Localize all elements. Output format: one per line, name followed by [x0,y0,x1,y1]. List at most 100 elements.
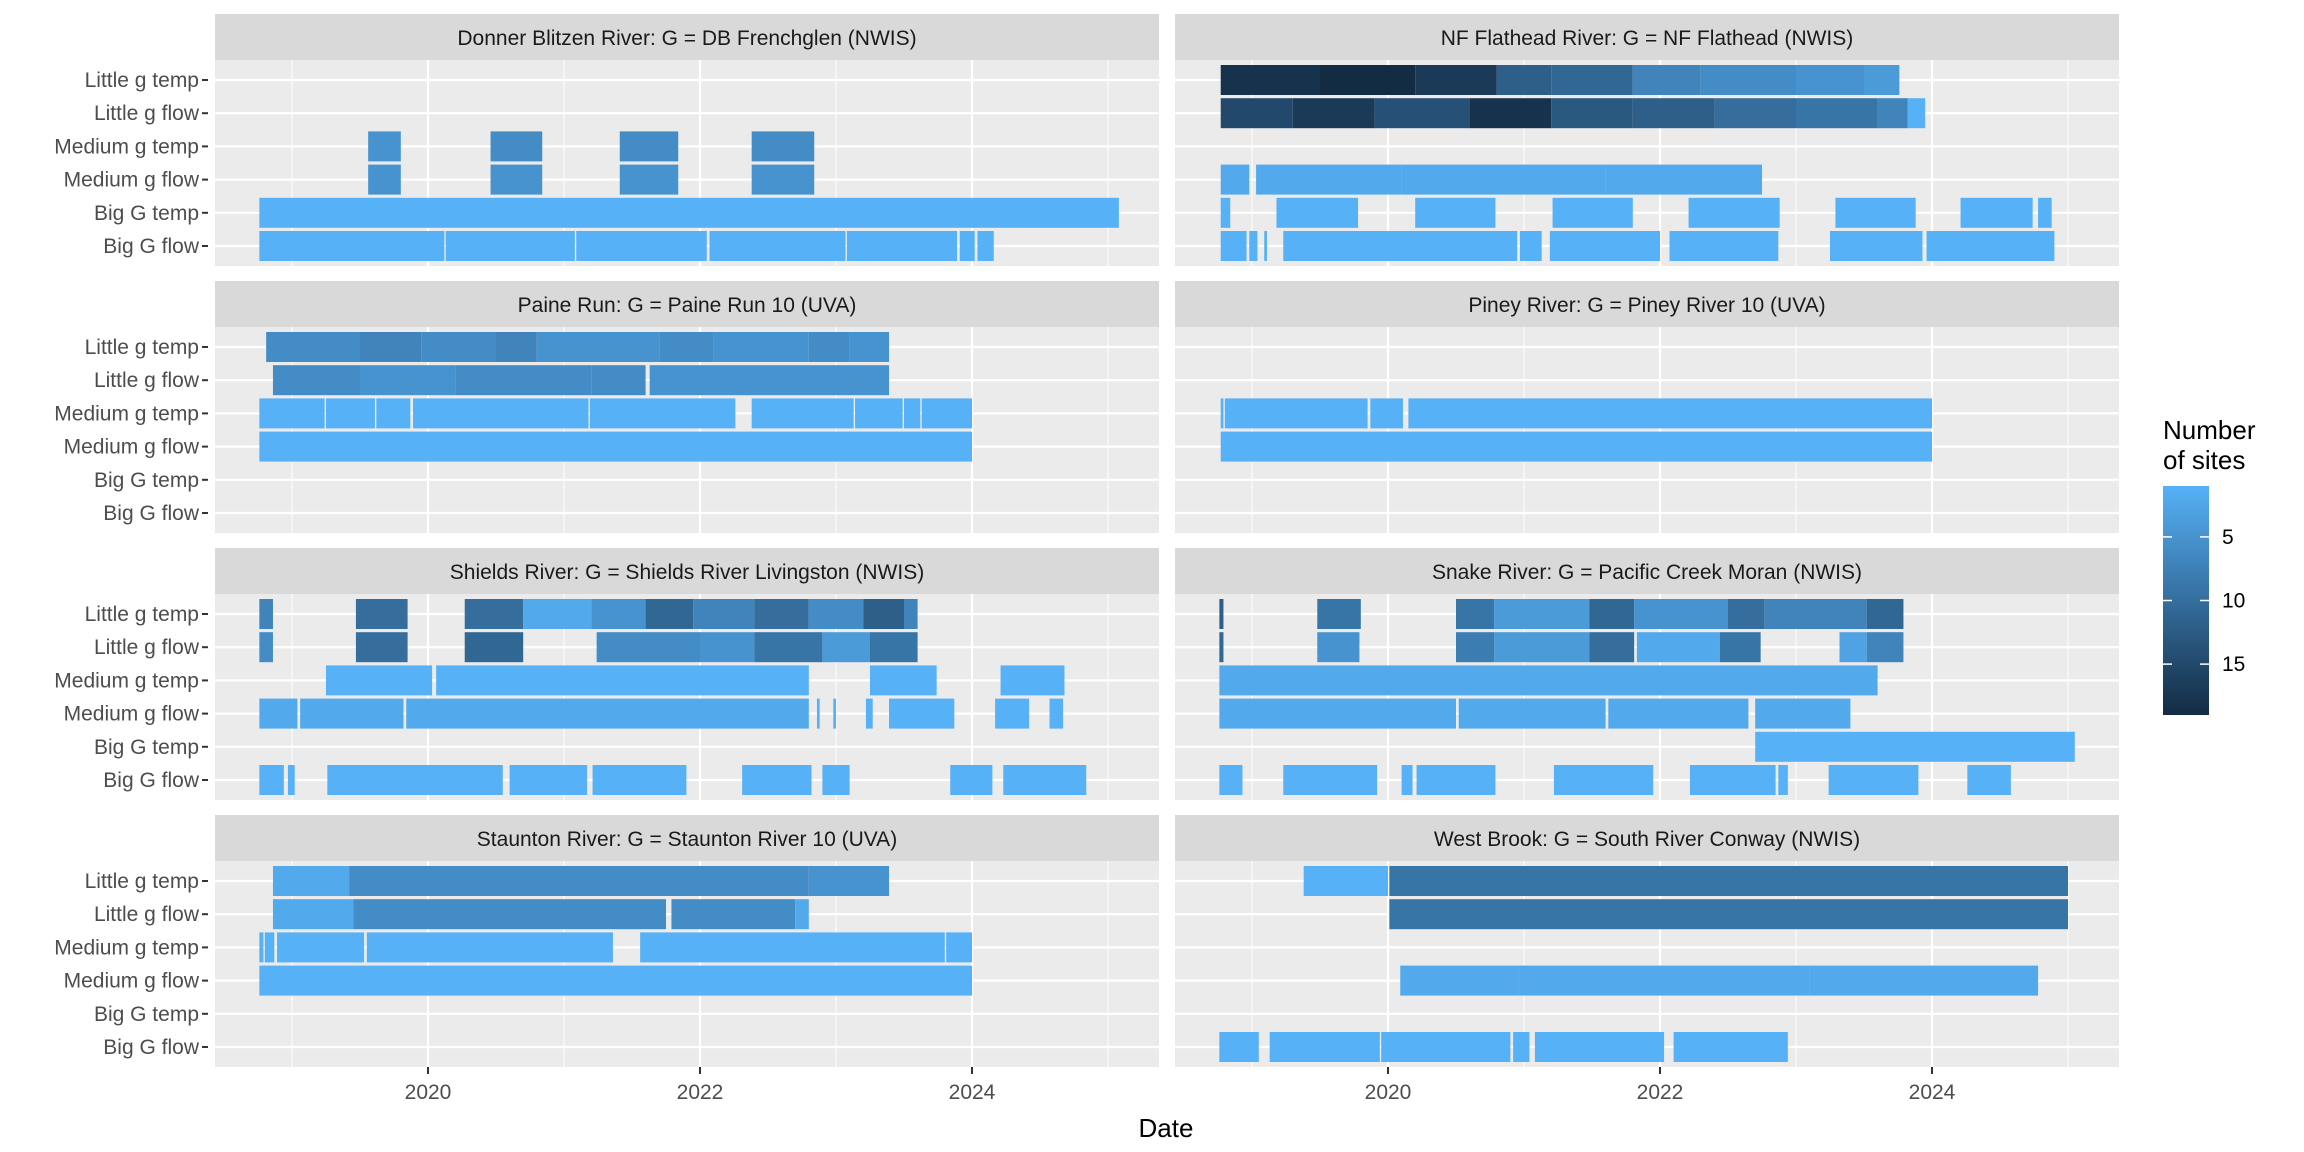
data-tile [1589,632,1635,663]
data-tile [1830,231,1923,261]
data-tile [1219,698,1456,729]
data-tile [1415,65,1497,95]
data-tile [822,765,850,795]
data-tile [1401,765,1413,795]
data-tile [649,365,768,396]
data-tile [1220,65,1320,95]
data-tile [846,231,958,261]
facet-panels: Donner Blitzen River: G = DB Frenchglen … [54,14,2119,1067]
legend-tick-label: 10 [2222,590,2245,613]
data-tile [259,765,284,795]
data-tile [1494,599,1590,629]
data-tile [1408,398,1932,429]
facet-panel: Paine Run: G = Paine Run 10 (UVA) Little … [54,281,1159,533]
y-tick-label: Medium g temp [54,669,199,692]
data-tile [413,398,589,429]
x-tick-label: 2022 [1637,1081,1684,1104]
data-tile [1219,665,1878,696]
data-tile [366,932,613,963]
data-tile [921,398,972,429]
data-tile [1401,164,1524,195]
data-tile [326,665,433,696]
y-tick-label: Little g flow [94,903,200,926]
data-tile [355,632,408,663]
y-tick-label: Big G flow [103,1036,200,1059]
data-tile [889,698,955,729]
data-tile [1669,231,1779,261]
data-tile [496,332,537,362]
data-tile [591,599,646,629]
data-tile [300,698,404,729]
data-tile [1553,765,1654,795]
data-tile [795,899,809,930]
data-tile [904,398,921,429]
data-tile [870,632,918,663]
data-tile [1688,197,1780,228]
x-tick-label: 2024 [1909,1081,1956,1104]
y-tick-label: Little g flow [94,636,200,659]
data-tile [576,231,707,261]
data-tile [700,632,755,663]
y-tick-label: Big G temp [94,1003,199,1026]
data-tile [870,665,937,696]
data-tile [349,866,809,896]
data-tile [751,164,815,195]
x-tick-label: 2022 [677,1081,724,1104]
data-tile [1381,1032,1511,1062]
data-tile [1809,965,2039,996]
facet-strip-title: NF Flathead River: G = NF Flathead (NWIS… [1441,27,1854,50]
data-tile [1219,599,1224,629]
data-tile [1269,1032,1380,1062]
y-tick-label: Medium g flow [64,703,200,726]
data-tile [509,765,588,795]
data-tile [1494,632,1590,663]
data-tile [360,365,456,396]
x-tick-label: 2020 [1365,1081,1412,1104]
data-tile [455,365,592,396]
y-tick-label: Medium g temp [54,936,199,959]
data-tile [1551,65,1633,95]
panel-background [1175,327,2119,533]
data-tile [1219,1032,1259,1062]
data-tile [596,632,700,663]
facet-strip-title: Donner Blitzen River: G = DB Frenchglen … [457,27,916,50]
data-tile [259,599,273,629]
data-tile [1320,65,1416,95]
data-tile [659,332,714,362]
facet-strip [215,548,1159,594]
data-tile [259,632,273,663]
data-tile [1926,231,2055,261]
data-tile [490,164,543,195]
data-tile [589,398,736,429]
data-tile [1866,599,1904,629]
data-tile [1458,698,1606,729]
data-tile [1796,65,1864,95]
data-tile [259,231,445,261]
data-tile [1519,231,1542,261]
data-tile [1283,231,1518,261]
data-tile [1534,1032,1665,1062]
data-tile [849,332,890,362]
facet-panel: Donner Blitzen River: G = DB Frenchglen … [54,14,1159,266]
data-tile [406,698,809,729]
data-tile [259,698,298,729]
data-tile [1220,197,1231,228]
data-tile [768,365,890,396]
data-tile [1764,599,1867,629]
data-tile [272,866,350,896]
y-tick-label: Little g flow [94,102,200,125]
data-tile [272,365,360,396]
y-tick-label: Big G flow [103,769,200,792]
data-tile [1249,231,1258,261]
y-tick-label: Medium g flow [64,436,200,459]
data-tile [464,632,524,663]
data-tile [1496,65,1552,95]
y-tick-label: Little g temp [85,603,199,626]
facet-strip-title: Snake River: G = Pacific Creek Moran (NW… [1432,561,1862,584]
data-tile [1605,164,1660,195]
data-tile [326,398,375,429]
data-tile [1636,632,1720,663]
y-tick-label: Big G flow [103,502,200,525]
data-tile [1003,765,1087,795]
facet-strip [1175,281,2119,327]
